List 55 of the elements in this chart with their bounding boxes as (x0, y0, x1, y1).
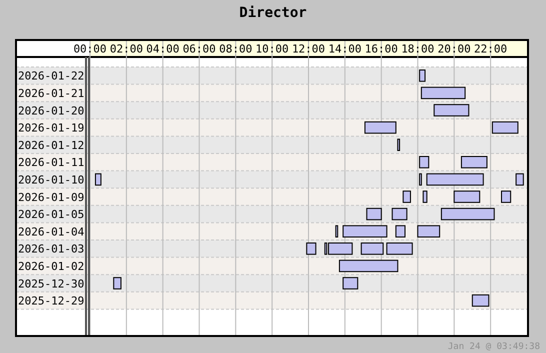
y-tick-label: 2026-01-19 (18, 122, 84, 135)
y-tick-label: 2026-01-10 (18, 173, 84, 186)
bar (364, 121, 396, 134)
bar (395, 225, 406, 238)
x-tick-label: 02:00 (110, 42, 143, 56)
bar (501, 190, 512, 203)
bar (472, 294, 490, 307)
y-tick-label: 2026-01-05 (18, 208, 84, 222)
bar (516, 173, 524, 186)
bar (306, 242, 316, 255)
y-tick-label: 2026-01-02 (18, 260, 84, 273)
y-tick-label: 2025-12-29 (18, 294, 84, 308)
bar (434, 104, 470, 116)
y-tick-label: 2026-01-20 (18, 104, 84, 118)
bar (342, 225, 388, 238)
bar (440, 208, 495, 220)
bar (420, 86, 466, 100)
bar (360, 242, 384, 255)
x-tick-label: 10:00 (256, 42, 289, 56)
y-tick-label: 2026-01-04 (18, 225, 85, 238)
bar (426, 173, 484, 186)
bar (342, 277, 358, 290)
bar (492, 121, 518, 134)
x-tick-label: 20:00 (438, 42, 471, 56)
bar (94, 173, 102, 186)
x-tick-label: 06:00 (182, 42, 216, 56)
bar (338, 260, 398, 272)
y-tick-label: 2026-01-21 (18, 86, 84, 100)
bar (113, 277, 122, 290)
y-tick-label: 2026-01-11 (18, 156, 84, 170)
bar (454, 190, 480, 203)
y-tick-label: 2025-12-30 (18, 277, 84, 290)
y-tick-label: 2026-01-03 (18, 242, 84, 256)
bar (419, 70, 426, 82)
chart-title: Director (239, 5, 307, 21)
x-tick-label: 04:00 (146, 42, 180, 56)
x-tick-label: 14:00 (328, 42, 362, 56)
bar (419, 156, 430, 168)
bar (366, 208, 382, 220)
y-tick-label: 2026-01-22 (18, 70, 84, 83)
x-tick-label: 22:00 (474, 42, 508, 56)
bar (392, 208, 408, 220)
x-tick-label: 18:00 (401, 42, 434, 56)
bar (386, 242, 413, 255)
bar (460, 156, 488, 168)
bar (402, 190, 411, 203)
y-tick-label: 2026-01-12 (18, 138, 84, 152)
x-tick-label: 00:00 (73, 42, 107, 56)
bar (422, 190, 428, 203)
x-tick-label: 08:00 (219, 42, 252, 56)
y-tick-label: 2026-01-09 (18, 190, 84, 204)
bar (328, 242, 353, 255)
bar (417, 225, 440, 238)
x-tick-label: 12:00 (292, 42, 326, 56)
x-tick-label: 16:00 (364, 42, 398, 56)
